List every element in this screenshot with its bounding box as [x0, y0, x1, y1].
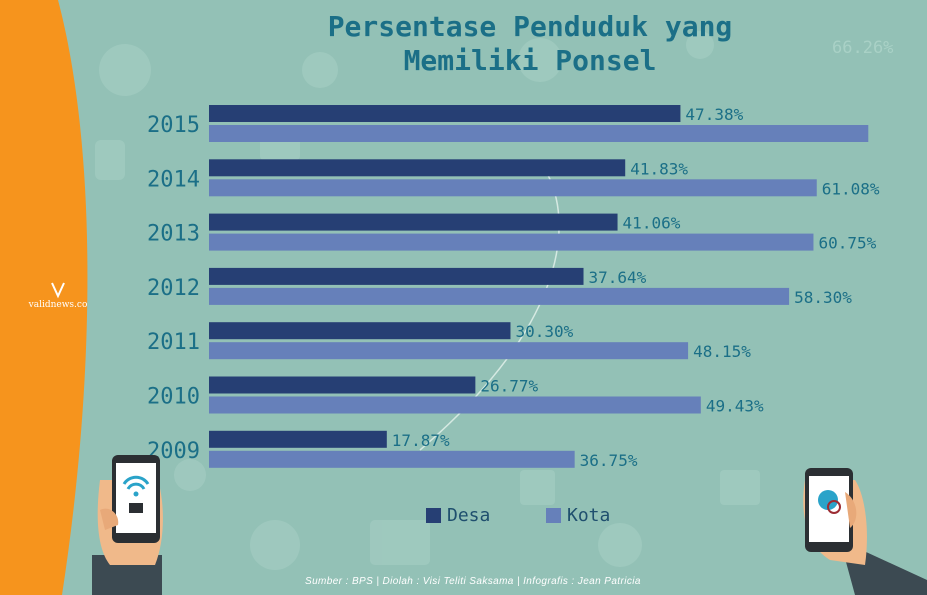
bar-desa — [209, 105, 681, 122]
footer-credits: Sumber : BPS | Diolah : Visi Teliti Saks… — [305, 576, 641, 587]
data-label-kota: 60.75% — [818, 234, 876, 253]
bar-kota — [209, 450, 575, 468]
data-label-desa: 17.87% — [392, 431, 450, 450]
year-label: 2013 — [147, 222, 200, 247]
data-label-kota: 61.08% — [822, 179, 880, 198]
validnews-logo-icon — [51, 282, 65, 299]
legend-label-kota: Kota — [567, 505, 611, 526]
brand-text: validnews.co — [28, 300, 88, 310]
ghost-data-label: 66.26% — [832, 38, 894, 58]
left-hand-phone — [92, 455, 163, 595]
data-label-kota: 49.43% — [706, 397, 764, 416]
data-label-desa: 47.38% — [685, 105, 743, 124]
bar-kota — [209, 233, 814, 251]
bar-desa — [209, 430, 387, 448]
data-label-desa: 37.64% — [589, 268, 647, 287]
legend-item-desa: Desa — [426, 505, 490, 526]
year-label: 2010 — [147, 385, 200, 410]
orange-swoosh — [0, 0, 88, 595]
bar-desa — [209, 376, 476, 394]
data-label-kota: 48.15% — [693, 342, 751, 361]
chart-title-line-1: Persentase Penduduk yang — [327, 10, 733, 43]
bar-kota — [209, 342, 689, 360]
bar-desa — [209, 267, 584, 285]
year-label: 2014 — [147, 167, 200, 192]
data-label-desa: 26.77% — [480, 377, 538, 396]
bar-kota — [209, 179, 817, 197]
data-label-desa: 41.83% — [630, 159, 688, 178]
legend-item-kota: Kota — [546, 505, 610, 526]
bar-desa — [209, 159, 626, 177]
bar-desa — [209, 322, 511, 340]
year-label: 2012 — [147, 276, 200, 301]
bar-kota — [209, 396, 701, 414]
bar-desa — [209, 213, 618, 231]
year-label: 2015 — [147, 113, 200, 138]
legend-swatch-desa — [426, 508, 441, 523]
year-label: 2011 — [147, 330, 200, 355]
bar-kota — [209, 287, 790, 305]
bar-kota — [209, 125, 869, 142]
data-label-desa: 30.30% — [515, 322, 573, 341]
chart-title-line-2: Memiliki Ponsel — [403, 44, 657, 77]
data-label-kota: 36.75% — [580, 451, 638, 470]
data-label-desa: 41.06% — [623, 214, 681, 233]
legend-swatch-kota — [546, 508, 561, 523]
legend-label-desa: Desa — [447, 505, 491, 526]
data-label-kota: 58.30% — [794, 288, 852, 307]
right-hand-phone — [803, 468, 927, 595]
bar-chart: 2015 47.38% 2014 41.83% 61.08% 2013 41.06% 60.7… — [147, 105, 880, 470]
